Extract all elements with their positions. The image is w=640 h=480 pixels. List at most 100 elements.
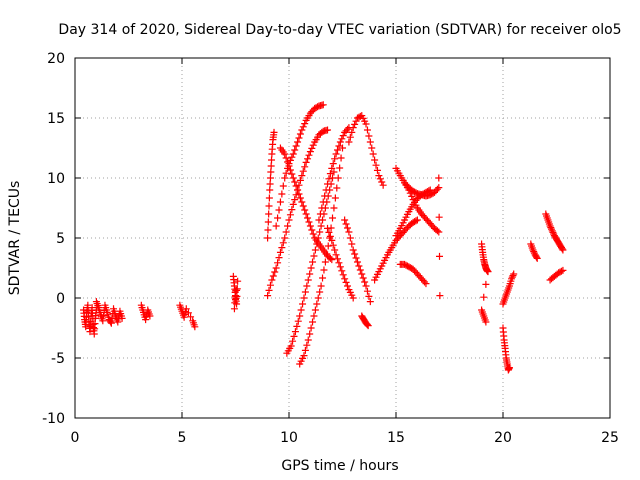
y-tick-label: 10 — [47, 171, 65, 187]
data-point — [366, 298, 374, 306]
x-tick-label: 25 — [601, 430, 619, 446]
x-tick-label: 5 — [178, 430, 187, 446]
data-point — [334, 255, 342, 263]
data-point — [426, 186, 434, 194]
data-point — [264, 292, 272, 300]
data-point — [342, 278, 350, 286]
data-point — [292, 182, 300, 190]
data-point — [549, 228, 557, 236]
data-point — [343, 125, 351, 133]
data-point — [348, 240, 356, 248]
data-points — [80, 101, 567, 374]
data-point — [349, 246, 357, 254]
data-point — [301, 163, 309, 171]
data-point — [321, 258, 329, 266]
data-point — [306, 330, 314, 338]
data-point — [336, 164, 344, 172]
data-point — [310, 252, 318, 260]
data-point — [264, 226, 272, 234]
data-point — [339, 271, 347, 279]
data-point — [435, 174, 443, 182]
data-point — [482, 318, 490, 326]
data-point — [326, 170, 334, 178]
data-point — [338, 135, 346, 143]
data-point — [351, 120, 359, 128]
data-point — [288, 206, 296, 214]
data-point — [265, 210, 273, 218]
data-point — [289, 174, 297, 182]
data-point — [330, 168, 338, 176]
data-point — [324, 126, 332, 134]
data-point — [329, 241, 337, 249]
data-point — [282, 169, 290, 177]
data-point — [334, 174, 342, 182]
x-tick-label: 15 — [387, 430, 405, 446]
data-point — [329, 160, 337, 168]
data-point — [278, 244, 286, 252]
data-point — [187, 313, 195, 321]
data-point — [282, 228, 290, 236]
data-point — [267, 168, 275, 176]
data-point — [412, 217, 420, 225]
data-point — [300, 352, 308, 360]
data-point — [318, 204, 326, 212]
data-point — [191, 323, 199, 331]
data-point — [118, 314, 126, 322]
data-point — [356, 266, 364, 274]
data-point — [285, 162, 293, 170]
y-axis-label: SDTVAR / TECUs — [7, 181, 23, 296]
data-point — [302, 210, 310, 218]
data-point — [276, 198, 284, 206]
data-point — [379, 181, 387, 189]
data-point — [325, 175, 333, 183]
data-point — [265, 202, 273, 210]
y-tick-label: 0 — [56, 291, 65, 307]
data-point — [291, 146, 299, 154]
series-arc-10h-rise — [283, 168, 338, 357]
data-point — [266, 281, 274, 289]
data-point — [266, 174, 274, 182]
series-arc-9h-low — [264, 126, 332, 300]
data-point — [184, 309, 192, 317]
data-point — [292, 142, 300, 150]
data-point — [510, 270, 518, 278]
data-point — [274, 259, 282, 267]
data-point — [376, 175, 384, 183]
data-point — [305, 151, 313, 159]
data-point — [303, 341, 311, 349]
data-point — [299, 300, 307, 308]
data-point — [284, 222, 292, 230]
x-tick-label: 10 — [280, 430, 298, 446]
data-point — [281, 150, 289, 158]
data-point — [291, 196, 299, 204]
series-arc-10.5h-rise — [296, 144, 346, 368]
series-arc-13h-top — [345, 112, 387, 189]
data-point — [331, 155, 339, 163]
data-point — [421, 278, 429, 286]
data-point — [343, 224, 351, 232]
data-point — [316, 210, 324, 218]
data-point — [182, 305, 190, 313]
series-arc-9.5h — [272, 101, 327, 230]
data-point — [546, 222, 554, 230]
data-point — [289, 337, 297, 345]
data-point — [378, 178, 386, 186]
data-point — [364, 322, 372, 330]
data-point — [304, 214, 312, 222]
data-point — [296, 176, 304, 184]
data-point — [309, 141, 317, 149]
data-point — [231, 293, 239, 301]
data-point — [304, 276, 312, 284]
series-arc-9.8h-down — [276, 144, 336, 264]
data-point — [406, 189, 414, 197]
y-tick-label: 15 — [47, 111, 65, 127]
data-point — [365, 132, 373, 140]
data-point — [266, 180, 274, 188]
data-point — [363, 126, 371, 134]
data-point — [369, 150, 377, 158]
data-point — [288, 153, 296, 161]
data-point — [278, 190, 286, 198]
series-arc-13.5h — [358, 312, 372, 330]
data-point — [346, 234, 354, 242]
